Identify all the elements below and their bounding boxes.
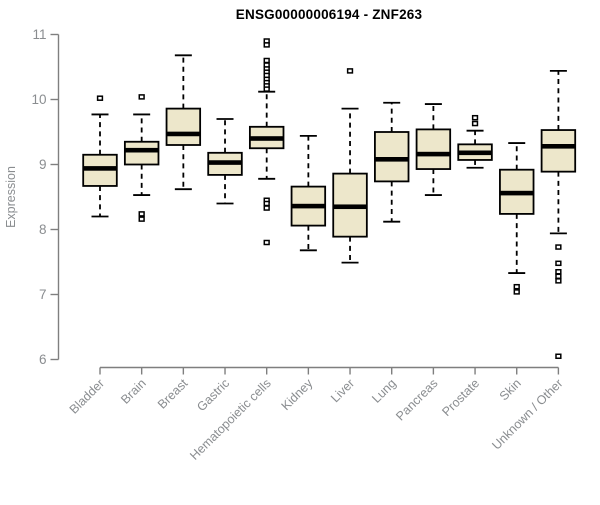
median-line <box>249 136 284 141</box>
outlier-point <box>263 239 270 246</box>
median-line <box>374 157 409 162</box>
median-line <box>208 160 242 165</box>
x-tick-label-pancreas: Pancreas <box>393 376 440 423</box>
box-group-liver <box>332 68 368 264</box>
median-line <box>83 166 117 171</box>
box-group-unknown-other <box>540 70 577 359</box>
outlier-point <box>471 114 479 121</box>
x-tick-label-bladder: Bladder <box>67 376 107 416</box>
chart-title: ENSG00000006194 - ZNF263 <box>235 7 423 22</box>
outlier-point <box>555 269 562 275</box>
x-tick-label-kidney: Kidney <box>279 376 316 413</box>
outlier-point <box>138 94 145 100</box>
x-tick-label-breast: Breast <box>155 376 191 412</box>
box-group-breast <box>165 54 202 191</box>
x-tick-label-unknown-other: Unknown / Other <box>489 376 565 452</box>
median-line <box>291 203 326 209</box>
median-line <box>166 131 201 137</box>
iqr-box <box>165 107 202 146</box>
outlier-point <box>96 95 104 101</box>
median-line <box>499 190 534 196</box>
outlier-point <box>555 273 562 280</box>
y-tick-label: 8 <box>39 222 47 237</box>
y-tick-label: 6 <box>39 352 47 367</box>
median-line <box>333 204 367 210</box>
x-tick-label-gastric: Gastric <box>194 376 232 414</box>
x-tick-label-brain: Brain <box>118 376 149 407</box>
box-group-pancreas <box>415 103 452 196</box>
outlier-point <box>346 68 354 74</box>
outlier-point <box>471 120 479 127</box>
iqr-box <box>123 140 160 166</box>
box-group-gastric <box>207 118 243 205</box>
iqr-box <box>540 129 577 173</box>
outlier-point <box>263 86 270 92</box>
box-group-kidney <box>290 134 327 252</box>
box-group-brain <box>123 94 160 222</box>
box-group-bladder <box>82 95 118 218</box>
median-line <box>124 147 159 153</box>
axes: 6 7 8 9 10 11 Expression Bladder Brain Breast Gast… <box>4 27 566 463</box>
outlier-point <box>555 353 562 359</box>
outlier-point <box>513 283 520 290</box>
y-tick-label: 10 <box>31 92 46 107</box>
median-line <box>416 151 451 157</box>
median-line <box>541 144 576 149</box>
outlier-point <box>138 211 145 217</box>
outlier-point <box>263 205 270 211</box>
box-group-lung <box>374 101 410 223</box>
median-line <box>458 150 492 156</box>
y-tick-label: 9 <box>39 157 47 172</box>
outlier-point <box>263 42 270 48</box>
y-axis-title: Expression <box>4 166 18 228</box>
y-tick-label: 11 <box>32 27 46 42</box>
box-group-hematopoietic-cells <box>248 38 285 246</box>
iqr-box <box>415 128 452 170</box>
outlier-point <box>555 260 562 267</box>
outlier-point <box>263 57 270 64</box>
box-group-prostate <box>457 114 493 169</box>
x-tick-label-liver: Liver <box>328 376 357 405</box>
outlier-point <box>513 289 520 295</box>
box-group-skin <box>499 142 535 295</box>
x-tick-label-lung: Lung <box>369 376 399 406</box>
x-tick-label-skin: Skin <box>497 376 524 403</box>
x-tick-label-prostate: Prostate <box>439 376 482 419</box>
iqr-box <box>374 131 410 183</box>
x-tick-label-hematopoietic-cells: Hematopoietic cells <box>187 376 274 463</box>
outlier-point <box>555 244 562 250</box>
outlier-point <box>555 278 562 284</box>
y-tick-label: 7 <box>39 287 47 302</box>
outlier-point <box>138 216 145 222</box>
outlier-point <box>263 200 270 207</box>
